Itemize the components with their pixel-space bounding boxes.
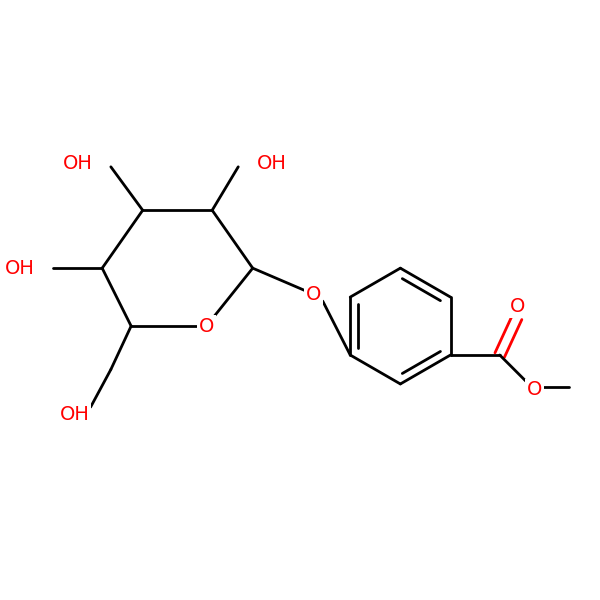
- Text: OH: OH: [257, 154, 287, 173]
- Text: O: O: [199, 317, 214, 335]
- Text: O: O: [527, 380, 542, 399]
- Text: O: O: [306, 285, 321, 304]
- Text: OH: OH: [5, 259, 34, 278]
- Text: OH: OH: [59, 404, 89, 424]
- Text: O: O: [509, 298, 525, 316]
- Text: OH: OH: [62, 154, 92, 173]
